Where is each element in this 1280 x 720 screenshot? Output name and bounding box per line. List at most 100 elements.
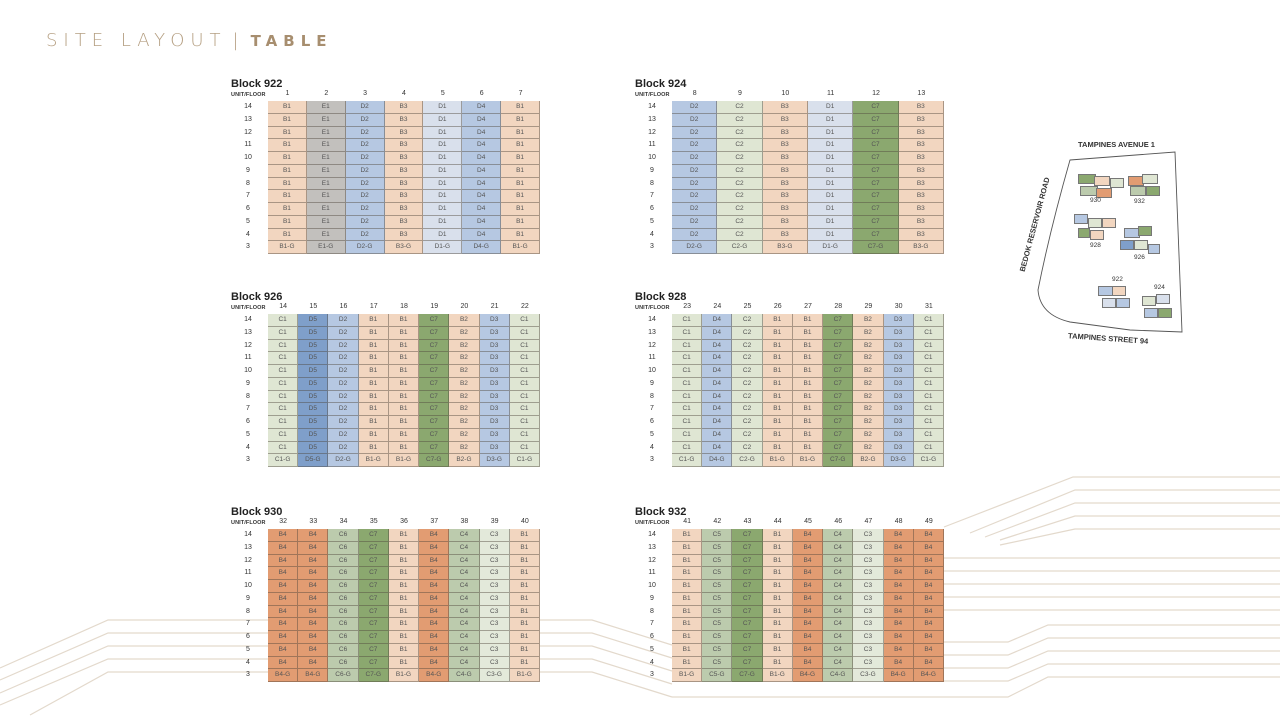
block-table: Block 928 UNIT/FLOOR 23 24 25 26 27 28 29 30 31 14 1… — [635, 291, 944, 481]
floor-label: 9 — [246, 379, 250, 387]
floor-label: 12 — [244, 341, 252, 349]
unit-type-cell: D2 — [328, 428, 359, 442]
floor-label: 5 — [246, 430, 250, 438]
unit-type-cell: D2 — [328, 403, 359, 416]
unit-type-cell: B4 — [883, 580, 914, 593]
unit-type-cell: B1 — [388, 390, 420, 404]
unit-type-cell: C7 — [853, 203, 899, 216]
unit-type-cell: C7-G — [853, 241, 899, 254]
unit-type-cell: B4 — [298, 541, 329, 555]
unit-type-cell: B1-G — [358, 454, 389, 467]
unit-type-cell: B1 — [509, 605, 540, 619]
unit-type-cell: E1 — [306, 126, 346, 140]
unit-type-cell: B1 — [388, 339, 420, 353]
unit-type-cell: C1-G — [913, 454, 944, 467]
block-name: Block 932 — [635, 506, 687, 518]
floor-label: 5 — [650, 430, 654, 438]
unit-type-cell: D5 — [298, 326, 329, 340]
unit-type-cell: B4 — [298, 605, 329, 619]
unit-type-cell: C1 — [672, 428, 703, 442]
unit-type-cell: B1 — [501, 101, 540, 114]
unit-type-cell: B1 — [762, 428, 793, 442]
unit-type-cell: D1 — [423, 113, 463, 127]
unit-type-cell: B4 — [883, 656, 914, 670]
unit-type-cell: D2 — [672, 190, 718, 203]
unit-type-cell: C2 — [717, 101, 763, 114]
unit-type-cell: C7-G — [358, 669, 389, 682]
unit-type-cell: D3 — [479, 403, 510, 416]
unit-type-cell: D2 — [328, 416, 359, 429]
unit-type-cell: D1 — [808, 190, 854, 203]
unit-type-cell: D1 — [808, 152, 854, 165]
unit-column-header: 21 — [490, 303, 499, 310]
unit-type-cell: C2 — [732, 365, 763, 378]
floor-label: 8 — [650, 179, 654, 187]
unit-type-cell: D1 — [808, 139, 854, 152]
unit-type-cell: B4-G — [419, 669, 450, 682]
unit-type-cell: B1 — [792, 377, 824, 391]
unit-type-cell: D3 — [883, 365, 914, 378]
unit-type-cell: C7 — [823, 365, 854, 378]
unit-type-cell: D2 — [345, 190, 385, 203]
unit-type-cell: D1 — [423, 228, 463, 242]
unit-column-header: 45 — [804, 518, 812, 525]
unit-type-cell: C4 — [823, 592, 854, 606]
unit-type-cell: C4 — [449, 592, 480, 606]
unit-type-cell: C1 — [509, 377, 540, 391]
unit-type-cell: B4 — [883, 554, 914, 568]
unit-type-cell: B4 — [298, 580, 329, 593]
unit-column-header: 10 — [781, 90, 790, 97]
unit-type-cell: C7 — [853, 228, 899, 242]
block-name: Block 928 — [635, 291, 687, 303]
unit-type-cell: E1 — [306, 101, 346, 114]
unit-column-header: 32 — [279, 518, 287, 525]
unit-type-cell: B1 — [358, 365, 389, 378]
floor-label: 5 — [246, 645, 250, 653]
unit-type-cell: C6 — [328, 605, 359, 619]
unit-type-cell: B2 — [449, 377, 480, 391]
unit-column-header: 48 — [894, 518, 903, 525]
unit-type-cell: C2 — [732, 403, 763, 416]
unit-type-cell: B4 — [268, 618, 299, 631]
unit-type-cell: C7 — [358, 580, 389, 593]
unit-type-cell: B4 — [298, 592, 329, 606]
unit-type-cell: B4 — [298, 643, 329, 657]
unit-type-cell: B3 — [898, 139, 944, 152]
floor-label: 6 — [650, 633, 654, 640]
unit-type-cell: C3 — [853, 605, 884, 619]
unit-type-cell: D2-G — [672, 241, 718, 254]
unit-type-cell: C7 — [358, 541, 389, 555]
unit-type-cell: D4 — [702, 390, 733, 404]
unit-type-cell: B1 — [762, 643, 793, 657]
unit-type-cell: B2 — [853, 390, 884, 404]
unit-type-cell: C3 — [853, 592, 884, 606]
unit-type-cell: C5 — [702, 631, 733, 644]
unit-type-cell: C4 — [823, 643, 854, 657]
unit-type-cell: C3 — [479, 580, 510, 593]
unit-type-cell: C1 — [509, 428, 540, 442]
unit-type-cell: B1 — [792, 441, 824, 455]
unit-type-cell: B1-G — [672, 669, 703, 682]
unit-type-cell: C6 — [328, 567, 359, 580]
unit-type-cell: D2 — [345, 177, 385, 191]
unit-type-cell: B4 — [792, 567, 824, 580]
unit-type-cell: C1 — [268, 326, 299, 340]
unit-type-cell: D1 — [423, 152, 463, 165]
unit-type-cell: C7 — [419, 352, 450, 365]
unit-type-cell: C7 — [419, 390, 450, 404]
unit-column-header: 26 — [773, 303, 782, 310]
unit-type-cell: C4-G — [823, 669, 854, 682]
unit-type-cell: C7 — [732, 643, 763, 657]
unit-type-cell: B1 — [388, 541, 420, 555]
unit-column-header: 19 — [430, 303, 439, 310]
unit-type-cell: B3 — [384, 215, 424, 229]
unit-type-cell: C7-G — [419, 454, 450, 467]
unit-grid: C1 D4 C2 B1 B1 C7 B2 D3 C1 C1 D4 C2 B1 B1 C7 B2 D3 C1 C1 D4… — [672, 314, 944, 467]
unit-type-cell: B4-G — [913, 669, 944, 682]
building-932 — [1142, 174, 1158, 184]
unit-type-cell: C4 — [449, 529, 480, 542]
unit-column-header: 43 — [743, 518, 752, 525]
unit-type-cell: C1 — [268, 365, 299, 378]
floor-label: 10 — [244, 154, 252, 161]
unit-type-cell: D2 — [345, 126, 385, 140]
